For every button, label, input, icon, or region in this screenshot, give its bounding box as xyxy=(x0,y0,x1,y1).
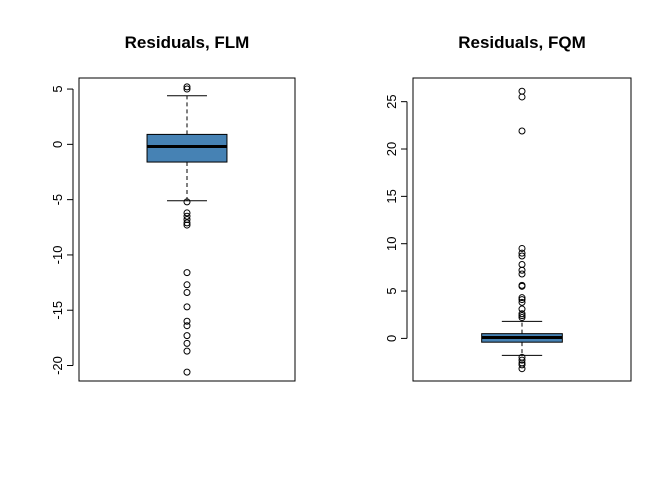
outlier-point-fqm xyxy=(518,310,526,318)
outlier-point-fqm xyxy=(518,244,526,252)
outlier-point-flm xyxy=(183,339,191,347)
chart-title-flm: Residuals, FLM xyxy=(125,33,250,52)
outlier-point-flm xyxy=(183,368,191,376)
outlier-point-flm xyxy=(183,269,191,277)
outlier-point-fqm xyxy=(518,305,526,313)
y-tick-label-fqm: 20 xyxy=(384,142,399,156)
y-tick-label-flm: -10 xyxy=(50,246,65,265)
outlier-point-fqm xyxy=(518,87,526,95)
outlier-point-flm xyxy=(183,219,191,227)
outlier-point-flm xyxy=(183,209,191,217)
y-tick-label-fqm: 25 xyxy=(384,94,399,108)
outlier-point-fqm xyxy=(518,296,526,304)
outlier-point-fqm xyxy=(518,282,526,290)
y-tick-label-fqm: 5 xyxy=(384,287,399,294)
y-tick-label-flm: 5 xyxy=(50,85,65,92)
outlier-point-flm xyxy=(183,221,191,229)
outlier-point-flm xyxy=(183,212,191,220)
y-tick-label-flm: -20 xyxy=(50,356,65,375)
panel-fqm: Residuals, FQM 0 5 10 15 20 25 xyxy=(384,33,632,382)
outlier-point-fqm xyxy=(518,365,526,373)
outlier-point-fqm xyxy=(518,314,526,322)
plot-frame-fqm xyxy=(412,77,632,382)
panel-flm: Residuals, FLM 5 0 -5 -10 -15 -20 xyxy=(50,33,296,382)
outlier-point-fqm xyxy=(518,361,526,369)
outlier-point-flm xyxy=(183,289,191,297)
outlier-point-flm xyxy=(183,317,191,325)
outlier-point-fqm xyxy=(518,261,526,269)
outlier-point-fqm xyxy=(518,249,526,257)
iqr-box-flm xyxy=(146,133,228,163)
outlier-point-flm xyxy=(183,303,191,311)
outlier-point-flm xyxy=(183,281,191,289)
outlier-point-fqm xyxy=(518,93,526,101)
y-tick-label-fqm: 15 xyxy=(384,189,399,203)
y-tick-label-flm: -15 xyxy=(50,301,65,320)
plot-frame-flm xyxy=(78,77,296,382)
outlier-point-flm xyxy=(183,332,191,340)
outlier-point-fqm xyxy=(518,127,526,135)
outlier-point-flm xyxy=(183,322,191,330)
y-tick-label-flm: -5 xyxy=(50,194,65,206)
outlier-point-fqm xyxy=(518,294,526,302)
outlier-point-flm xyxy=(183,83,191,91)
chart-title-fqm: Residuals, FQM xyxy=(458,33,586,52)
outlier-point-fqm xyxy=(518,266,526,274)
outlier-point-flm xyxy=(183,347,191,355)
outlier-point-flm xyxy=(183,85,191,93)
y-tick-label-fqm: 0 xyxy=(384,335,399,342)
outlier-point-fqm xyxy=(518,312,526,320)
outlier-point-fqm xyxy=(518,252,526,260)
outlier-point-fqm xyxy=(518,356,526,364)
y-tick-label-flm: 0 xyxy=(50,141,65,148)
y-tick-label-fqm: 10 xyxy=(384,236,399,250)
outlier-point-flm xyxy=(183,198,191,206)
outlier-point-fqm xyxy=(518,270,526,278)
outlier-point-fqm xyxy=(518,298,526,306)
